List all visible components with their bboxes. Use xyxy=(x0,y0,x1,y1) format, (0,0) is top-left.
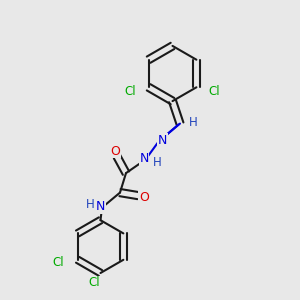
Text: H: H xyxy=(86,198,95,211)
Text: N: N xyxy=(96,200,105,214)
Text: Cl: Cl xyxy=(89,276,100,289)
Text: Cl: Cl xyxy=(208,85,220,98)
Text: N: N xyxy=(158,134,167,147)
Text: H: H xyxy=(189,116,198,129)
Text: Cl: Cl xyxy=(125,85,136,98)
Text: O: O xyxy=(111,145,120,158)
Text: O: O xyxy=(139,190,149,204)
Text: H: H xyxy=(153,155,162,169)
Text: Cl: Cl xyxy=(52,256,64,269)
Text: N: N xyxy=(139,152,149,166)
